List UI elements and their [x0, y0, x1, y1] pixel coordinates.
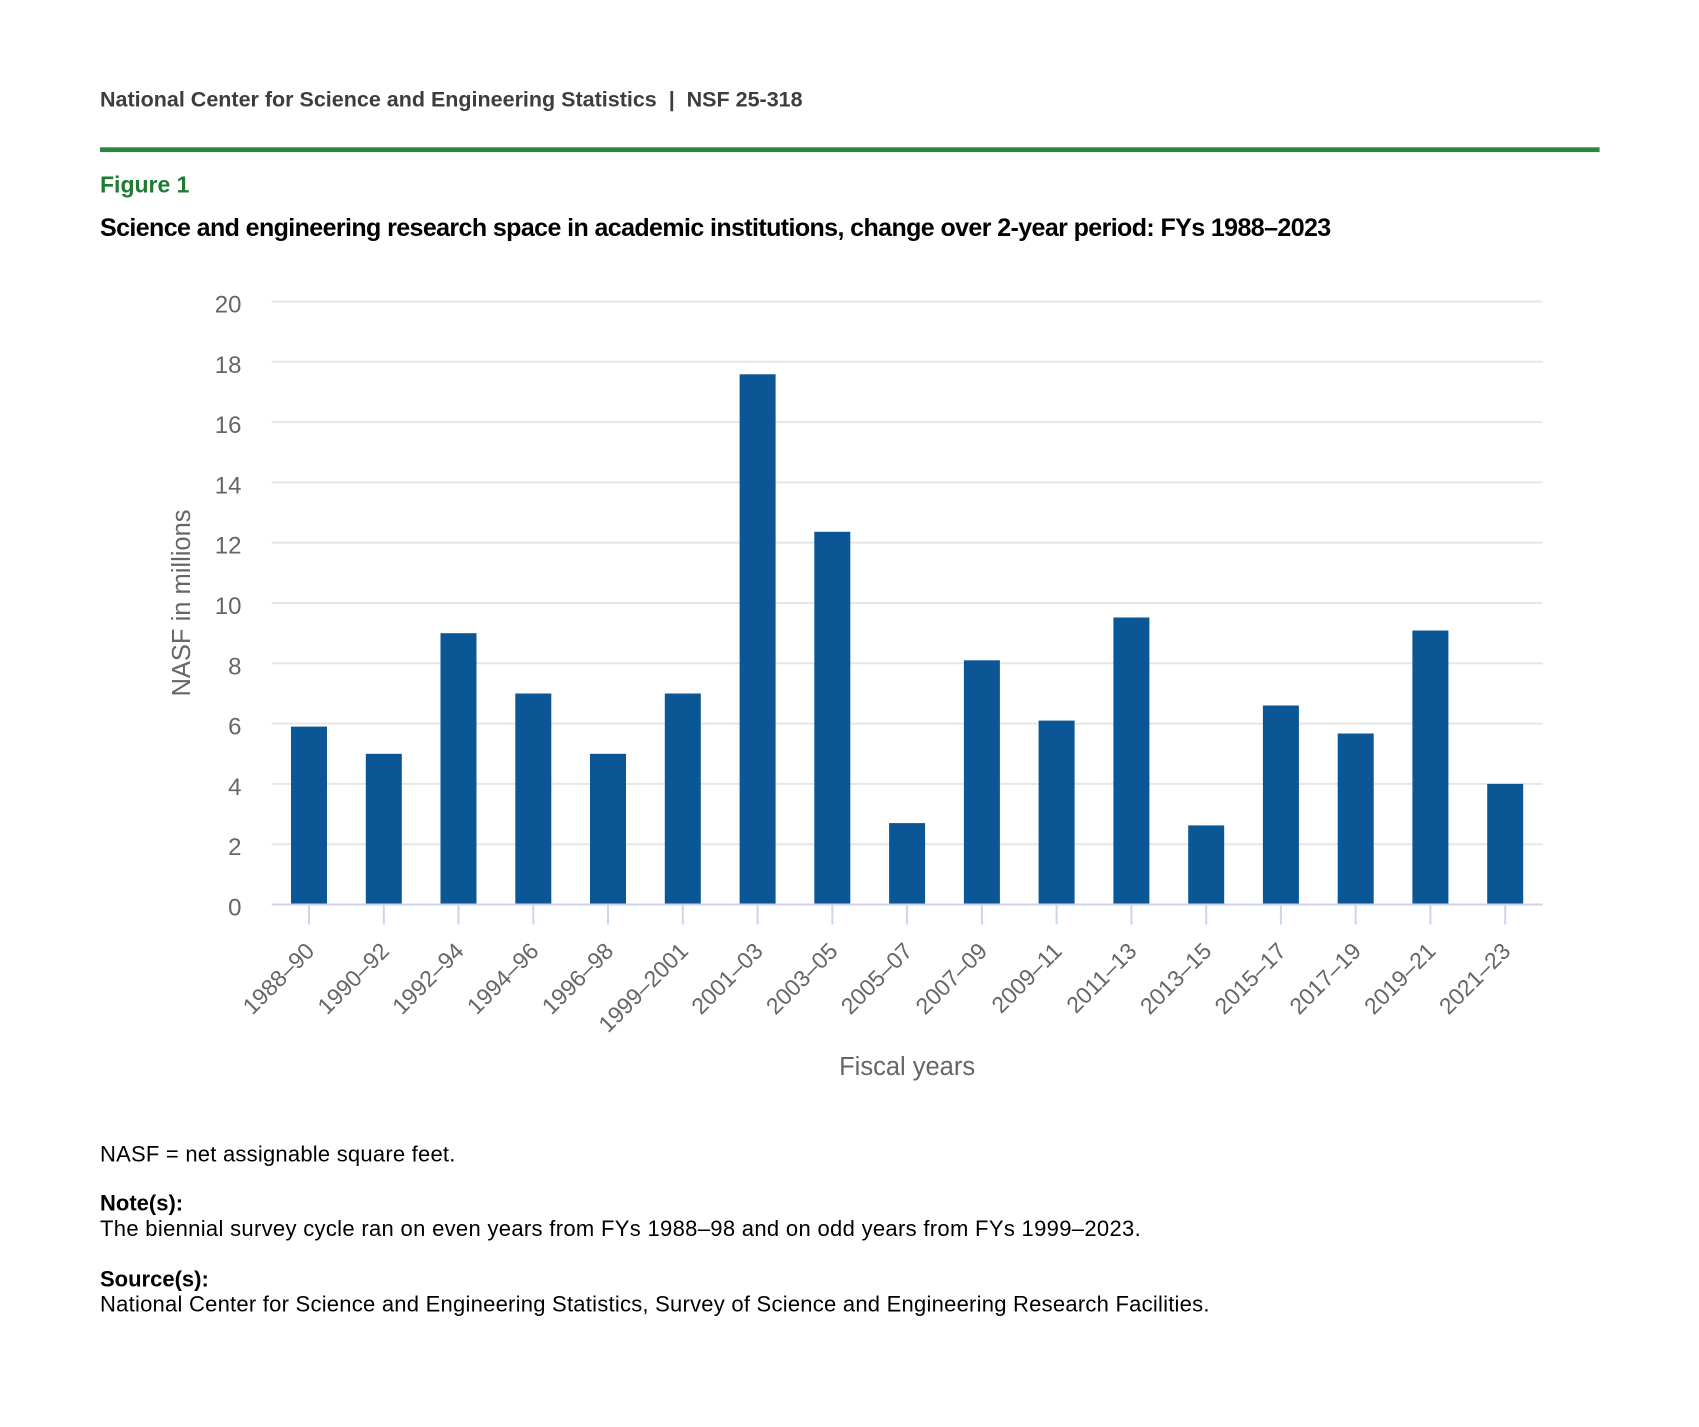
svg-text:NASF in millions: NASF in millions: [168, 509, 196, 696]
svg-text:Figure 1: Figure 1: [100, 172, 190, 198]
svg-text:6: 6: [228, 714, 241, 741]
svg-text:Fiscal years: Fiscal years: [839, 1053, 975, 1081]
svg-text:18: 18: [215, 352, 242, 379]
svg-text:The biennial survey cycle ran: The biennial survey cycle ran on even ye…: [100, 1216, 1141, 1241]
svg-text:4: 4: [228, 774, 241, 801]
svg-text:National Center for Science an: National Center for Science and Engineer…: [100, 1292, 1210, 1317]
svg-text:NASF = net assignable square f: NASF = net assignable square feet.: [100, 1142, 455, 1167]
svg-text:20: 20: [215, 292, 242, 319]
svg-text:16: 16: [215, 412, 242, 439]
svg-text:8: 8: [228, 653, 241, 680]
svg-text:14: 14: [215, 472, 242, 499]
svg-text:Source(s):: Source(s):: [100, 1266, 209, 1291]
svg-text:0: 0: [228, 895, 241, 922]
svg-text:Note(s):: Note(s):: [100, 1190, 183, 1215]
svg-text:10: 10: [215, 593, 242, 620]
svg-text:National Center for Science an: National Center for Science and Engineer…: [100, 88, 803, 112]
svg-text:Science and engineering resear: Science and engineering research space i…: [100, 214, 1331, 242]
svg-text:2: 2: [228, 834, 241, 861]
svg-text:12: 12: [215, 533, 242, 560]
